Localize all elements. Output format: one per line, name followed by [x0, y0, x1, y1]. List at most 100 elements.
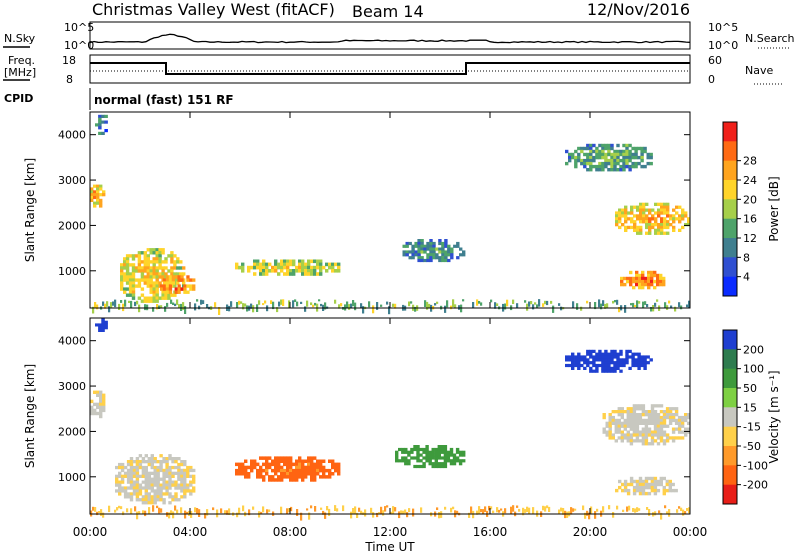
power-cell-5 [405, 253, 409, 257]
power-cell-5 [417, 239, 421, 243]
velocity-cell-2 [156, 495, 160, 499]
colorbar-swatch [723, 368, 737, 389]
power-cell-6 [622, 143, 626, 148]
velocity-cell-4 [440, 450, 445, 454]
velocity-cell-2 [171, 474, 175, 478]
velocity-cell-6 [635, 436, 640, 440]
velocity-near-range-cell [242, 505, 245, 512]
velocity-cell-3 [247, 475, 251, 479]
velocity-cell-2 [171, 480, 175, 484]
velocity-near-range-cell [440, 511, 443, 518]
velocity-cell-6 [668, 436, 673, 440]
velocity-cell-4 [446, 459, 451, 463]
velocity-cell-2 [156, 498, 160, 502]
velocity-cell-7 [665, 488, 669, 493]
power-cell-4 [316, 265, 320, 270]
power-near-range-cell [178, 304, 181, 308]
power-cell-0 [90, 190, 94, 194]
velocity-cell-4 [395, 450, 399, 454]
velocity-cell-3 [292, 472, 296, 476]
velocity-cell-6 [687, 430, 691, 434]
power-cell-5 [459, 253, 463, 257]
velocity-cell-7 [641, 479, 646, 484]
power-cell-2 [152, 269, 156, 273]
velocity-cell-1 [95, 323, 99, 327]
velocity-near-range-cell [488, 505, 491, 511]
power-cell-7 [663, 220, 667, 224]
velocity-cell-0 [96, 393, 100, 397]
power-cell-2 [152, 293, 156, 297]
velocity-cell-6 [644, 436, 649, 440]
velocity-cell-3 [310, 465, 314, 470]
power-cell-2 [149, 272, 153, 276]
power-cell-5 [444, 256, 448, 260]
noise-search-label: N.Search [745, 32, 795, 45]
power-cell-3 [192, 284, 196, 288]
velocity-near-range-cell [668, 509, 671, 517]
velocity-cell-4 [446, 453, 451, 457]
power-cell-5 [444, 258, 448, 263]
velocity-cell-7 [650, 476, 655, 481]
power-cell-4 [256, 259, 260, 264]
power-cell-6 [646, 161, 650, 166]
velocity-cell-6 [659, 404, 664, 408]
velocity-cell-4 [458, 453, 463, 457]
power-cell-7 [642, 214, 646, 218]
velocity-cell-4 [437, 464, 441, 469]
velocity-cell-4 [437, 445, 441, 449]
velocity-cell-2 [135, 492, 140, 496]
power-cell-0 [93, 201, 97, 205]
velocity-cell-5 [583, 366, 587, 370]
power-cell-4 [319, 272, 323, 276]
velocity-cell-3 [298, 462, 302, 467]
power-cell-5 [411, 247, 415, 251]
velocity-cell-1 [98, 328, 102, 332]
velocity-cell-6 [623, 433, 627, 437]
velocity-cell-2 [129, 495, 134, 499]
velocity-cell-6 [614, 427, 618, 431]
velocity-cell-2 [118, 462, 122, 467]
velocity-cell-3 [256, 475, 260, 479]
power-cell-8 [629, 282, 633, 287]
power-cell-2 [173, 263, 177, 267]
velocity-cell-6 [674, 436, 679, 440]
velocity-near-range-cell [390, 511, 393, 515]
power-cell-7 [618, 220, 622, 224]
power-cell-3 [171, 275, 175, 279]
power-cell-7 [666, 214, 670, 218]
power-cell-4 [310, 269, 314, 273]
velocity-cell-7 [623, 479, 628, 484]
velocity-cell-6 [626, 433, 630, 437]
power-cell-8 [638, 276, 642, 281]
power-cell-2 [152, 257, 156, 261]
power-cell-2 [125, 287, 130, 291]
velocity-cell-2 [126, 486, 131, 490]
velocity-cell-6 [687, 413, 691, 417]
velocity-cell-2 [186, 465, 190, 470]
power-cell-2 [143, 257, 147, 261]
velocity-cell-4 [455, 450, 460, 454]
power-near-range-cell [156, 304, 159, 310]
velocity-cell-6 [626, 413, 630, 417]
velocity-cell-7 [638, 482, 643, 487]
power-cell-4 [301, 265, 305, 270]
power-cell-8 [653, 279, 657, 284]
power-cell-5 [423, 247, 427, 251]
power-cell-3 [165, 281, 170, 285]
velocity-near-range-cell [216, 509, 219, 518]
velocity-cell-2 [153, 468, 157, 473]
velocity-cell-2 [141, 498, 146, 502]
power-cell-2 [123, 287, 127, 291]
velocity-cell-2 [141, 471, 146, 475]
power-cell-1 [95, 123, 99, 127]
power-cell-5 [456, 244, 460, 248]
velocity-cell-6 [629, 413, 634, 417]
power-near-range-cell [538, 299, 541, 307]
velocity-near-range-cell [224, 510, 227, 514]
power-cell-6 [628, 155, 632, 160]
velocity-near-range-cell [420, 507, 423, 513]
power-colorbar-swatches [723, 122, 737, 297]
power-cell-6 [574, 155, 578, 160]
velocity-cell-4 [425, 445, 429, 449]
velocity-cell-2 [120, 486, 125, 490]
